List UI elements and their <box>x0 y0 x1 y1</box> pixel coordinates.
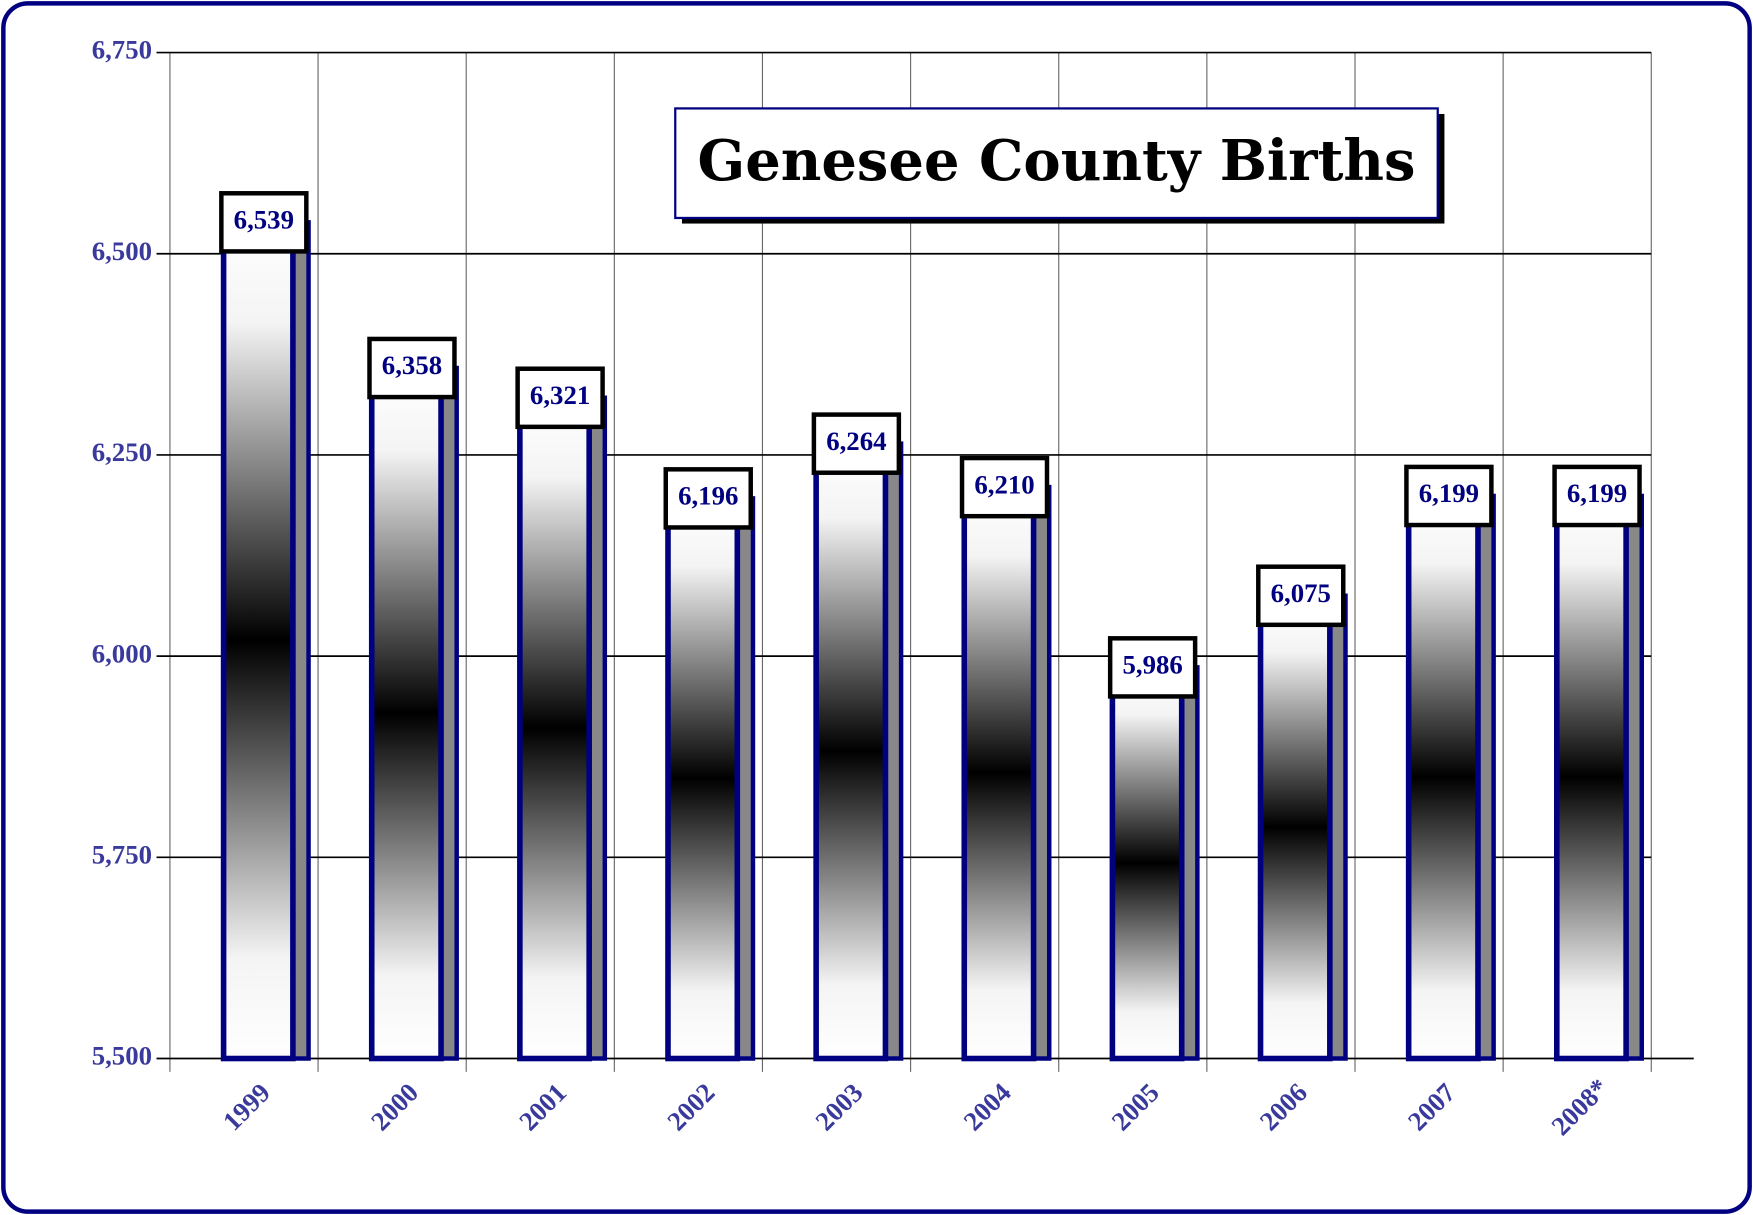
chart-title: Genesee County Births <box>697 129 1415 194</box>
value-label: 6,075 <box>1271 578 1331 608</box>
value-label-box <box>367 336 457 400</box>
value-label-box <box>959 455 1050 519</box>
value-label-box <box>1256 564 1346 628</box>
value-label-box <box>663 467 753 530</box>
value-label-box <box>219 191 309 254</box>
value-label: 6,321 <box>530 380 590 410</box>
bar <box>517 394 592 1062</box>
bar-group: 6,075 <box>1256 564 1348 1062</box>
value-label-box <box>1107 636 1198 699</box>
bar-group: 6,199 <box>1552 464 1644 1062</box>
bar-group: 6,321 <box>515 366 608 1062</box>
y-tick-label: 5,750 <box>92 839 152 869</box>
y-tick-label: 6,000 <box>92 638 152 668</box>
bar <box>368 365 444 1062</box>
bar <box>961 484 1037 1062</box>
value-label: 6,196 <box>678 481 738 511</box>
bar <box>813 440 889 1062</box>
value-label: 6,264 <box>826 426 886 456</box>
value-label: 5,986 <box>1122 650 1182 680</box>
bar-group: 6,210 <box>959 455 1052 1062</box>
bar-group: 6,196 <box>663 467 756 1062</box>
value-label-box <box>811 412 902 475</box>
value-label: 6,199 <box>1419 478 1479 508</box>
bar-group: 5,986 <box>1107 636 1200 1062</box>
value-label-box <box>515 366 605 430</box>
value-label-box <box>1404 464 1494 528</box>
bar <box>1553 493 1629 1062</box>
bar-group: 6,539 <box>219 191 311 1062</box>
y-tick-label: 6,250 <box>92 437 152 467</box>
value-label: 6,358 <box>382 350 442 380</box>
bar-group: 6,264 <box>811 412 904 1062</box>
value-label-box <box>1552 464 1642 528</box>
y-tick-label: 5,500 <box>92 1041 152 1071</box>
bar-group: 6,358 <box>367 336 459 1062</box>
value-label: 6,210 <box>974 469 1034 499</box>
value-label: 6,199 <box>1567 478 1627 508</box>
bar <box>1109 664 1185 1062</box>
bar <box>1405 493 1481 1062</box>
bar-group: 6,199 <box>1404 464 1496 1062</box>
title-box <box>674 107 1439 220</box>
plot-area: 5,5005,7506,0006,2506,5006,75019996,5392… <box>92 35 1694 1141</box>
bar <box>220 219 296 1062</box>
bar <box>665 495 741 1062</box>
value-label: 6,539 <box>234 205 294 235</box>
y-tick-label: 6,750 <box>92 35 152 65</box>
y-tick-label: 6,500 <box>92 236 152 266</box>
bar <box>1257 592 1333 1062</box>
